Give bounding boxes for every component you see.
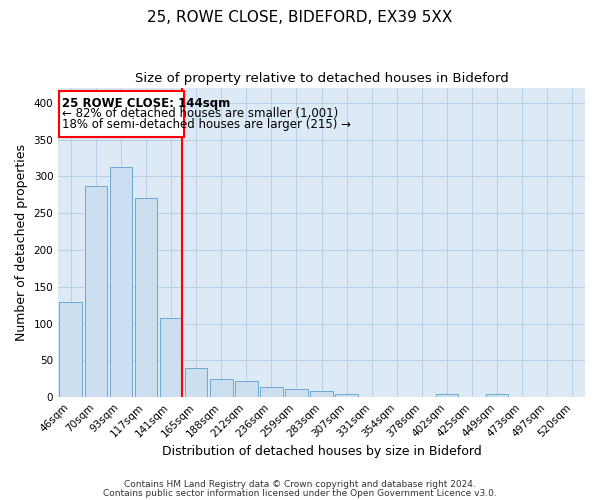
Bar [110,167,132,397]
Text: 25, ROWE CLOSE, BIDEFORD, EX39 5XX: 25, ROWE CLOSE, BIDEFORD, EX39 5XX [148,10,452,25]
Title: Size of property relative to detached houses in Bideford: Size of property relative to detached ho… [135,72,508,86]
Text: 25 ROWE CLOSE: 144sqm: 25 ROWE CLOSE: 144sqm [62,97,230,110]
Bar [210,379,233,397]
Bar [436,394,458,397]
FancyBboxPatch shape [59,91,184,136]
Bar [185,368,208,397]
Bar [85,186,107,397]
Bar [260,387,283,397]
Y-axis label: Number of detached properties: Number of detached properties [15,144,28,341]
X-axis label: Distribution of detached houses by size in Bideford: Distribution of detached houses by size … [162,444,481,458]
Bar [160,318,182,397]
Text: 18% of semi-detached houses are larger (215) →: 18% of semi-detached houses are larger (… [62,118,352,130]
Bar [285,389,308,397]
Bar [134,198,157,397]
Text: Contains HM Land Registry data © Crown copyright and database right 2024.: Contains HM Land Registry data © Crown c… [124,480,476,489]
Bar [235,381,257,397]
Bar [310,390,333,397]
Bar [335,394,358,397]
Bar [59,302,82,397]
Text: Contains public sector information licensed under the Open Government Licence v3: Contains public sector information licen… [103,488,497,498]
Text: ← 82% of detached houses are smaller (1,001): ← 82% of detached houses are smaller (1,… [62,108,338,120]
Bar [486,394,508,397]
